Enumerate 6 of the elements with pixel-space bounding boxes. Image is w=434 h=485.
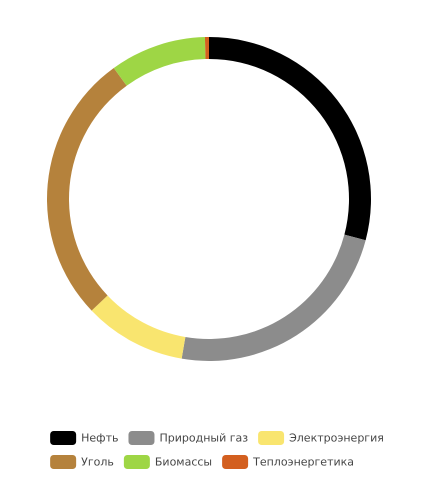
legend-label: Биомассы <box>154 456 212 468</box>
legend-label: Электроэнергия <box>289 432 384 444</box>
legend-label: Нефть <box>81 432 118 444</box>
legend-label: Природный газ <box>159 432 248 444</box>
legend-label: Уголь <box>81 456 114 468</box>
legend-label: Теплоэнергетика <box>252 456 354 468</box>
